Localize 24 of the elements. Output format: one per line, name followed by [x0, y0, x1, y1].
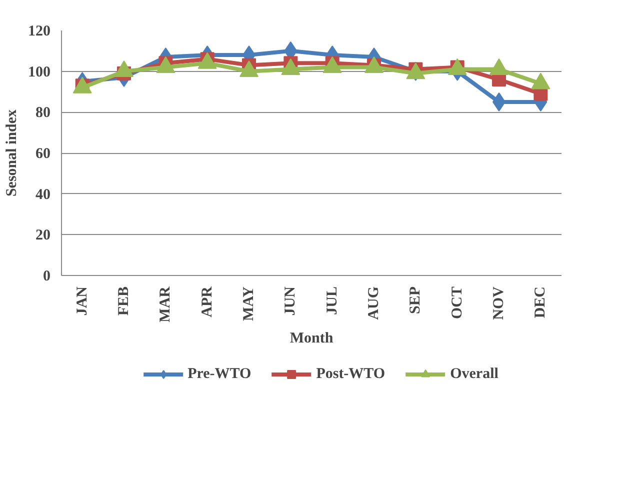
legend-label: Post-WTO: [316, 366, 386, 382]
x-tick-label: APR: [199, 286, 216, 318]
x-tick-label: OCT: [449, 286, 466, 320]
x-tick-label: NOV: [491, 286, 507, 320]
x-tick-label: JAN: [74, 286, 90, 316]
x-tick-label: MAY: [241, 286, 257, 321]
x-tick-label: JUN: [282, 286, 299, 316]
legend-label: Overall: [450, 366, 498, 382]
x-tick-label: FEB: [116, 286, 132, 316]
x-tick-label: DEC: [532, 286, 549, 318]
y-tick-label: 40: [36, 186, 50, 203]
y-axis-title: Sesonal index: [4, 108, 20, 197]
x-axis-title: Month: [290, 330, 334, 346]
x-tick-label: MAR: [158, 286, 174, 322]
x-tick-label: SEP: [408, 286, 424, 314]
y-tick-label: 60: [36, 146, 50, 162]
y-tick-label: 20: [36, 228, 50, 244]
y-tick-label: 100: [28, 64, 50, 80]
x-tick-label: AUG: [366, 286, 382, 320]
y-tick-label: 120: [28, 24, 50, 40]
y-tick-label: 80: [36, 105, 50, 122]
y-tick-label: 0: [43, 268, 50, 284]
legend-label: Pre-WTO: [188, 366, 252, 382]
x-tick-label: JUL: [324, 286, 340, 315]
